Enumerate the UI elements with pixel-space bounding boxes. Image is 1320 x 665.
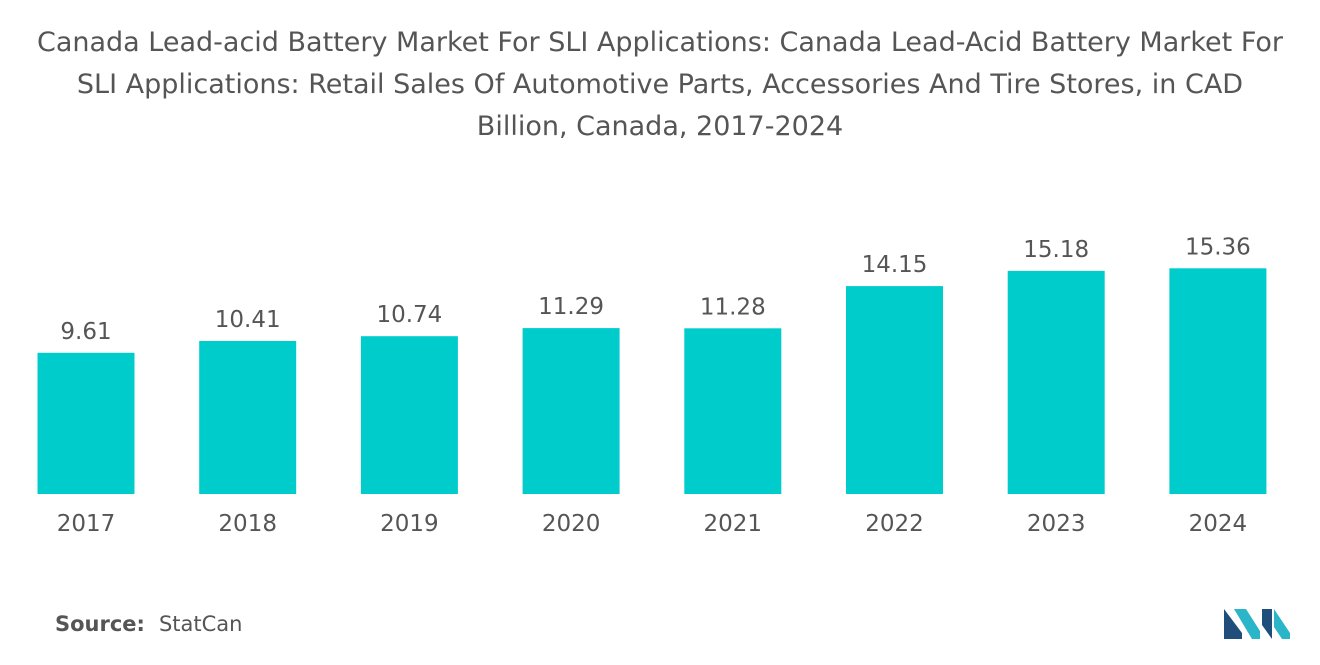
data-label-2021: 11.28 [700, 294, 766, 320]
logo-shape-right-a [1262, 609, 1272, 639]
bar-2019 [360, 336, 458, 494]
logo-shape-right-b [1274, 609, 1290, 639]
bar-2022 [846, 286, 943, 494]
chart-title-line-1: Canada Lead-acid Battery Market For SLI … [36, 27, 1284, 58]
x-tick-label-2017: 2017 [57, 511, 116, 537]
chart-title-line-3: Billion, Canada, 2017-2024 [476, 111, 844, 142]
data-label-2017: 9.61 [60, 319, 111, 345]
data-label-2022: 14.15 [862, 252, 928, 278]
bar-2020 [522, 328, 620, 494]
x-tick-label-2021: 2021 [704, 511, 763, 537]
bar-2021 [684, 328, 782, 494]
bar-2018 [199, 341, 297, 494]
x-tick-label-2019: 2019 [380, 511, 439, 537]
source-label: Source: [55, 612, 145, 636]
data-label-2024: 15.36 [1185, 234, 1251, 260]
bar-2023 [1007, 270, 1105, 494]
bar-2017 [37, 352, 135, 494]
x-tick-label-2022: 2022 [865, 511, 924, 537]
x-tick-label-2023: 2023 [1027, 511, 1086, 537]
data-label-2023: 15.18 [1023, 237, 1089, 263]
source-value: StatCan [158, 612, 243, 636]
data-label-2020: 11.29 [538, 294, 604, 320]
source-note: Source: StatCan [55, 612, 242, 636]
x-tick-label-2024: 2024 [1189, 511, 1248, 537]
mordor-intelligence-logo-icon [1224, 609, 1290, 639]
data-label-2019: 10.74 [376, 302, 442, 328]
logo-shape-left [1224, 609, 1242, 639]
chart-title: Canada Lead-acid Battery Market For SLI … [0, 22, 1320, 148]
logo-shape-mid [1234, 609, 1260, 639]
bar-2024 [1169, 268, 1267, 494]
chart-title-line-2: SLI Applications: Retail Sales Of Automo… [76, 69, 1244, 100]
x-tick-label-2020: 2020 [542, 511, 601, 537]
data-label-2018: 10.41 [215, 307, 281, 333]
x-tick-label-2018: 2018 [218, 511, 277, 537]
